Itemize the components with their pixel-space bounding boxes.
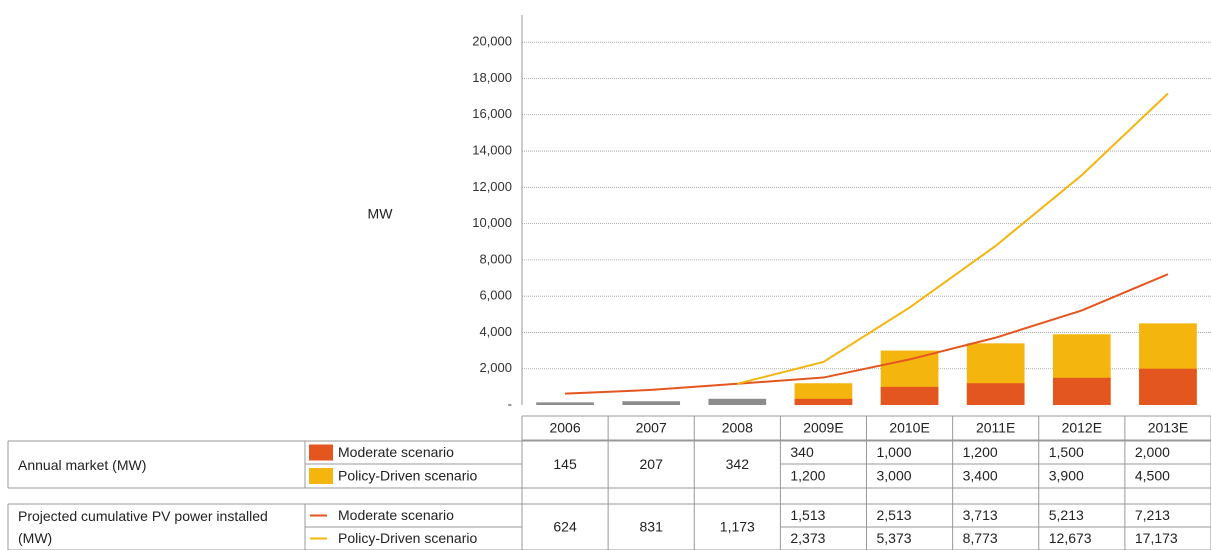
y-tick-label: 20,000: [472, 34, 512, 49]
column-header: 2010E: [889, 420, 929, 436]
table-value: 1,500: [1049, 444, 1084, 460]
bar: [708, 398, 767, 405]
table-value: 1,513: [790, 507, 825, 523]
bar: [622, 401, 681, 405]
row-group-label: Annual market (MW): [18, 456, 147, 473]
table-value: 342: [726, 456, 750, 472]
table-value: 2,513: [877, 507, 912, 523]
bar: [880, 386, 939, 405]
y-axis-title: MW: [368, 206, 394, 222]
row-group: Projected cumulative PV power installed …: [18, 508, 268, 546]
legend-label: Policy-Driven scenario: [338, 468, 477, 484]
table-value: 831: [640, 519, 664, 535]
y-tick-label: 18,000: [472, 70, 512, 85]
bar: [536, 402, 594, 405]
table-value: 17,173: [1135, 530, 1178, 546]
table-value: 2,000: [1135, 444, 1170, 460]
bar: [1139, 368, 1197, 405]
legend-label: Policy-Driven scenario: [338, 530, 477, 546]
table-value: 3,000: [877, 468, 912, 484]
column-header: 2007: [636, 420, 667, 436]
table-value: 3,900: [1049, 468, 1084, 484]
row-group: Annual market (MW): [18, 456, 147, 473]
legend-swatch: [309, 468, 333, 484]
table-value: 3,713: [963, 507, 998, 523]
table-value: 1,173: [720, 519, 755, 535]
legend-swatch: [309, 444, 333, 461]
column-header: 2006: [549, 420, 580, 436]
column-header: 2013E: [1148, 420, 1188, 436]
y-tick-label: 10,000: [472, 215, 512, 230]
bar: [794, 398, 853, 405]
line: [737, 92, 1169, 385]
table-value: 7,213: [1135, 507, 1170, 523]
column-header: 2011E: [976, 420, 1015, 436]
y-tick-label: 14,000: [472, 142, 512, 157]
table-value: 1,200: [790, 468, 825, 484]
table-value: 1,200: [963, 444, 998, 460]
y-tick-label: 2,000: [479, 360, 512, 375]
table-value: 3,400: [963, 468, 998, 484]
table-value: 207: [640, 456, 664, 472]
column-header: 2008: [722, 420, 753, 436]
y-tick-label: 16,000: [472, 106, 512, 121]
table-value: 340: [790, 444, 814, 460]
bar: [1052, 377, 1111, 405]
row-group-label: Projected cumulative PV power installed …: [18, 508, 268, 546]
line: [565, 273, 1169, 395]
y-tick-label: 8,000: [479, 251, 512, 266]
legend-label: Moderate scenario: [338, 444, 454, 460]
column-header: 2009E: [803, 420, 843, 436]
table-value: 145: [553, 456, 577, 472]
table-value: 8,773: [963, 530, 998, 546]
table-value: 1,000: [877, 444, 912, 460]
y-tick-label: 4,000: [479, 324, 512, 339]
table-value: 12,673: [1049, 530, 1092, 546]
table-value: 2,373: [790, 530, 825, 546]
table-value: 4,500: [1135, 468, 1170, 484]
y-tick-label: -: [508, 396, 512, 411]
table-value: 5,373: [877, 530, 912, 546]
y-tick-label: 12,000: [472, 179, 512, 194]
table-value: 5,213: [1049, 507, 1084, 523]
y-tick-label: 6,000: [479, 288, 512, 303]
legend-label: Moderate scenario: [338, 507, 454, 523]
table-value: 624: [553, 519, 577, 535]
column-header: 2012E: [1062, 420, 1102, 436]
bar: [966, 383, 1025, 405]
